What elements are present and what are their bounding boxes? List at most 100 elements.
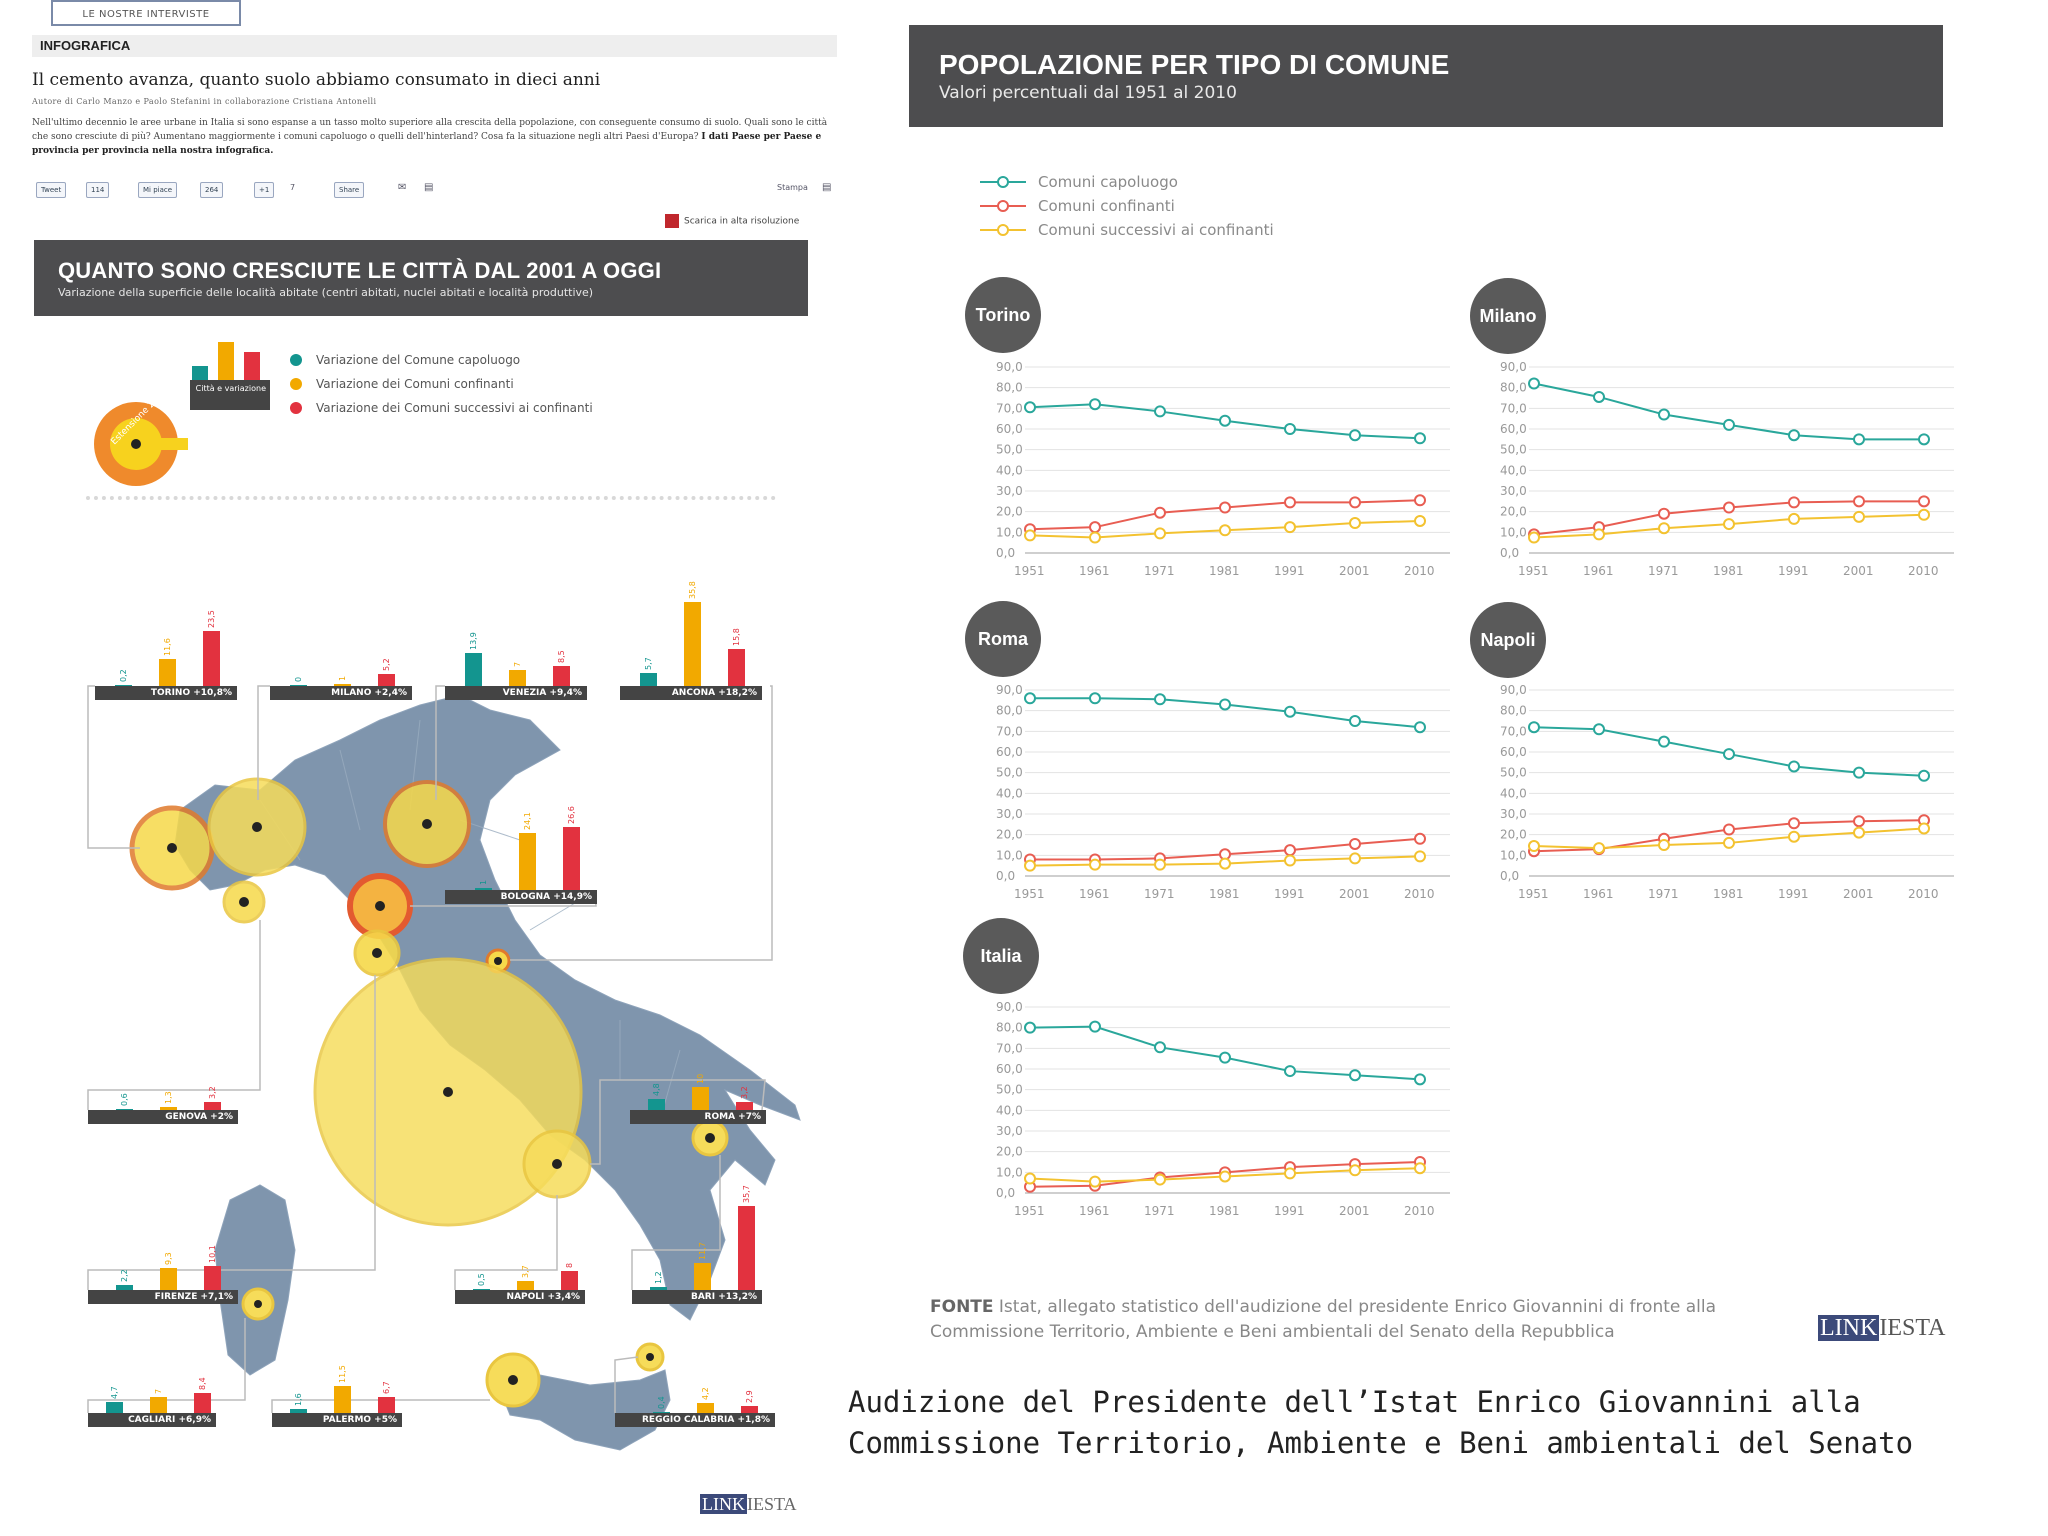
article-body: Nell'ultimo decennio le aree urbane in I… xyxy=(32,116,837,158)
city-label: GENOVA +2% xyxy=(88,1110,238,1124)
city-bar-value: 4,7 xyxy=(110,1386,119,1399)
legend-label-successivi: Variazione dei Comuni successivi ai conf… xyxy=(316,401,593,415)
panel-badge xyxy=(1470,278,1546,354)
y-tick-label: 60,0 xyxy=(996,745,1023,759)
x-tick-label: 2001 xyxy=(1843,887,1874,901)
y-tick-label: 30,0 xyxy=(1500,484,1527,498)
plus-count: 7 xyxy=(290,183,296,192)
panel-title: Torino xyxy=(976,305,1031,325)
city-group-bologna: 1 24,1 26,6 BOLOGNA +14,9% xyxy=(445,780,597,904)
email-icon[interactable]: ✉ xyxy=(398,182,407,193)
data-point xyxy=(1089,531,1101,544)
x-tick-label: 1981 xyxy=(1209,564,1240,578)
y-tick-label: 10,0 xyxy=(996,525,1023,539)
right-legend-item: Comuni confinanti xyxy=(980,194,1274,218)
data-point xyxy=(1154,693,1166,706)
y-tick-label: 60,0 xyxy=(1500,745,1527,759)
y-tick-label: 70,0 xyxy=(996,401,1023,415)
city-bar xyxy=(465,653,482,686)
city-circles xyxy=(87,685,773,1413)
left-legend: Variazione del Comune capoluogo Variazio… xyxy=(290,348,593,420)
x-tick-label: 1991 xyxy=(1274,564,1305,578)
city-bar xyxy=(115,685,132,686)
brand-link: LINK xyxy=(700,1494,747,1514)
left-legend-item: Variazione dei Comuni successivi ai conf… xyxy=(290,396,593,420)
city-label: BARI +13,2% xyxy=(632,1290,762,1304)
share-button[interactable]: Share xyxy=(334,182,365,198)
y-tick-label: 90,0 xyxy=(996,683,1023,697)
data-point xyxy=(1723,823,1735,836)
right-chart-header: POPOLAZIONE PER TIPO DI COMUNE Valori pe… xyxy=(909,25,1943,127)
x-tick-label: 1981 xyxy=(1713,564,1744,578)
city-bar-value: 0,4 xyxy=(657,1396,666,1409)
data-point xyxy=(1788,512,1800,525)
data-point xyxy=(1284,521,1296,534)
data-point xyxy=(1414,721,1426,734)
data-point xyxy=(1284,1065,1296,1078)
like-button[interactable]: Mi piace xyxy=(138,182,178,198)
city-bar xyxy=(728,648,745,686)
panel-torino: 90,0 80,0 70,0 60,0 50,0 40,0 30,0 20,0 10,0 0,0 1… xyxy=(965,277,1450,578)
data-point xyxy=(1723,748,1735,761)
legend-line-successivi xyxy=(980,224,1026,236)
y-tick-label: 0,0 xyxy=(996,546,1015,560)
data-point xyxy=(1089,1020,1101,1033)
city-group-ancona: 5,7 35,8 15,8 ANCONA +18,2% xyxy=(620,576,762,700)
data-point xyxy=(1284,705,1296,718)
data-point xyxy=(1024,529,1036,542)
data-point xyxy=(1414,850,1426,863)
city-bar-value: 2,9 xyxy=(745,1390,754,1404)
section-label: INFOGRAFICA xyxy=(32,35,837,57)
x-tick-label: 1951 xyxy=(1014,564,1045,578)
panel-title: Milano xyxy=(1480,306,1537,326)
print-small-icon[interactable]: ▤ xyxy=(424,182,434,193)
city-bar-value: 6,7 xyxy=(382,1381,391,1395)
city-group-reggio-calabria: 0,4 4,2 2,9 REGGIO CALABRIA +1,8% xyxy=(615,1303,775,1427)
city-bar xyxy=(334,683,351,686)
y-tick-label: 90,0 xyxy=(996,1000,1023,1014)
right-legend-item: Comuni successivi ai confinanti xyxy=(980,218,1274,242)
data-point xyxy=(1918,433,1930,446)
data-point xyxy=(1349,517,1361,530)
y-tick-label: 0,0 xyxy=(1500,869,1519,883)
stampa-link[interactable]: Stampa xyxy=(777,183,808,192)
x-tick-label: 1961 xyxy=(1583,887,1614,901)
nostre-interviste-tab[interactable]: LE NOSTRE INTERVISTE xyxy=(51,0,241,26)
panel-title: Italia xyxy=(980,946,1022,966)
legend-dot-successivi xyxy=(290,402,302,414)
city-bar xyxy=(692,1086,709,1110)
x-tick-label: 2001 xyxy=(1339,887,1370,901)
tweet-button[interactable]: Tweet xyxy=(36,182,67,198)
line-chart-panels: 90,0 80,0 70,0 60,0 50,0 40,0 30,0 20,0 10,0 0,0 1… xyxy=(963,277,1954,1218)
data-point xyxy=(1853,766,1865,779)
download-hires-link[interactable]: Scarica in alta risoluzione xyxy=(665,214,799,228)
legend-sample-bar-successivi xyxy=(244,352,260,380)
left-chart-title: QUANTO SONO CRESCIUTE LE CITTÀ DAL 2001 … xyxy=(58,258,662,283)
panel-napoli: 90,0 80,0 70,0 60,0 50,0 40,0 30,0 20,0 10,0 0,0 1… xyxy=(1470,602,1954,901)
city-bar xyxy=(290,1409,307,1413)
data-point xyxy=(1219,414,1231,427)
brand-link: LINK xyxy=(1818,1315,1880,1341)
city-group-roma: 4,8 10 3,2 ROMA +7% xyxy=(630,1000,766,1124)
data-point xyxy=(1658,408,1670,421)
plus-one-button[interactable]: +1 xyxy=(254,182,275,198)
x-tick-label: 2001 xyxy=(1339,564,1370,578)
data-point xyxy=(1853,433,1865,446)
panel-title: Napoli xyxy=(1480,630,1535,650)
city-bar xyxy=(160,1106,177,1110)
data-point xyxy=(1154,858,1166,871)
legend-box-label: Città e variazione xyxy=(190,380,270,410)
y-tick-label: 30,0 xyxy=(1500,807,1527,821)
city-label: BOLOGNA +14,9% xyxy=(445,890,597,904)
article-title[interactable]: Il cemento avanza, quanto suolo abbiamo … xyxy=(32,70,601,90)
y-tick-label: 50,0 xyxy=(1500,766,1527,780)
data-point xyxy=(1154,1041,1166,1054)
city-bar xyxy=(563,827,580,890)
print-icon[interactable]: ▤ xyxy=(822,182,832,193)
data-point xyxy=(1024,401,1036,414)
brand-iesta: IESTA xyxy=(747,1494,797,1514)
like-count: 264 xyxy=(200,182,224,198)
legend-sample-bar-capoluogo xyxy=(192,366,208,380)
legend-dot-confinanti xyxy=(290,378,302,390)
x-tick-label: 2001 xyxy=(1843,564,1874,578)
